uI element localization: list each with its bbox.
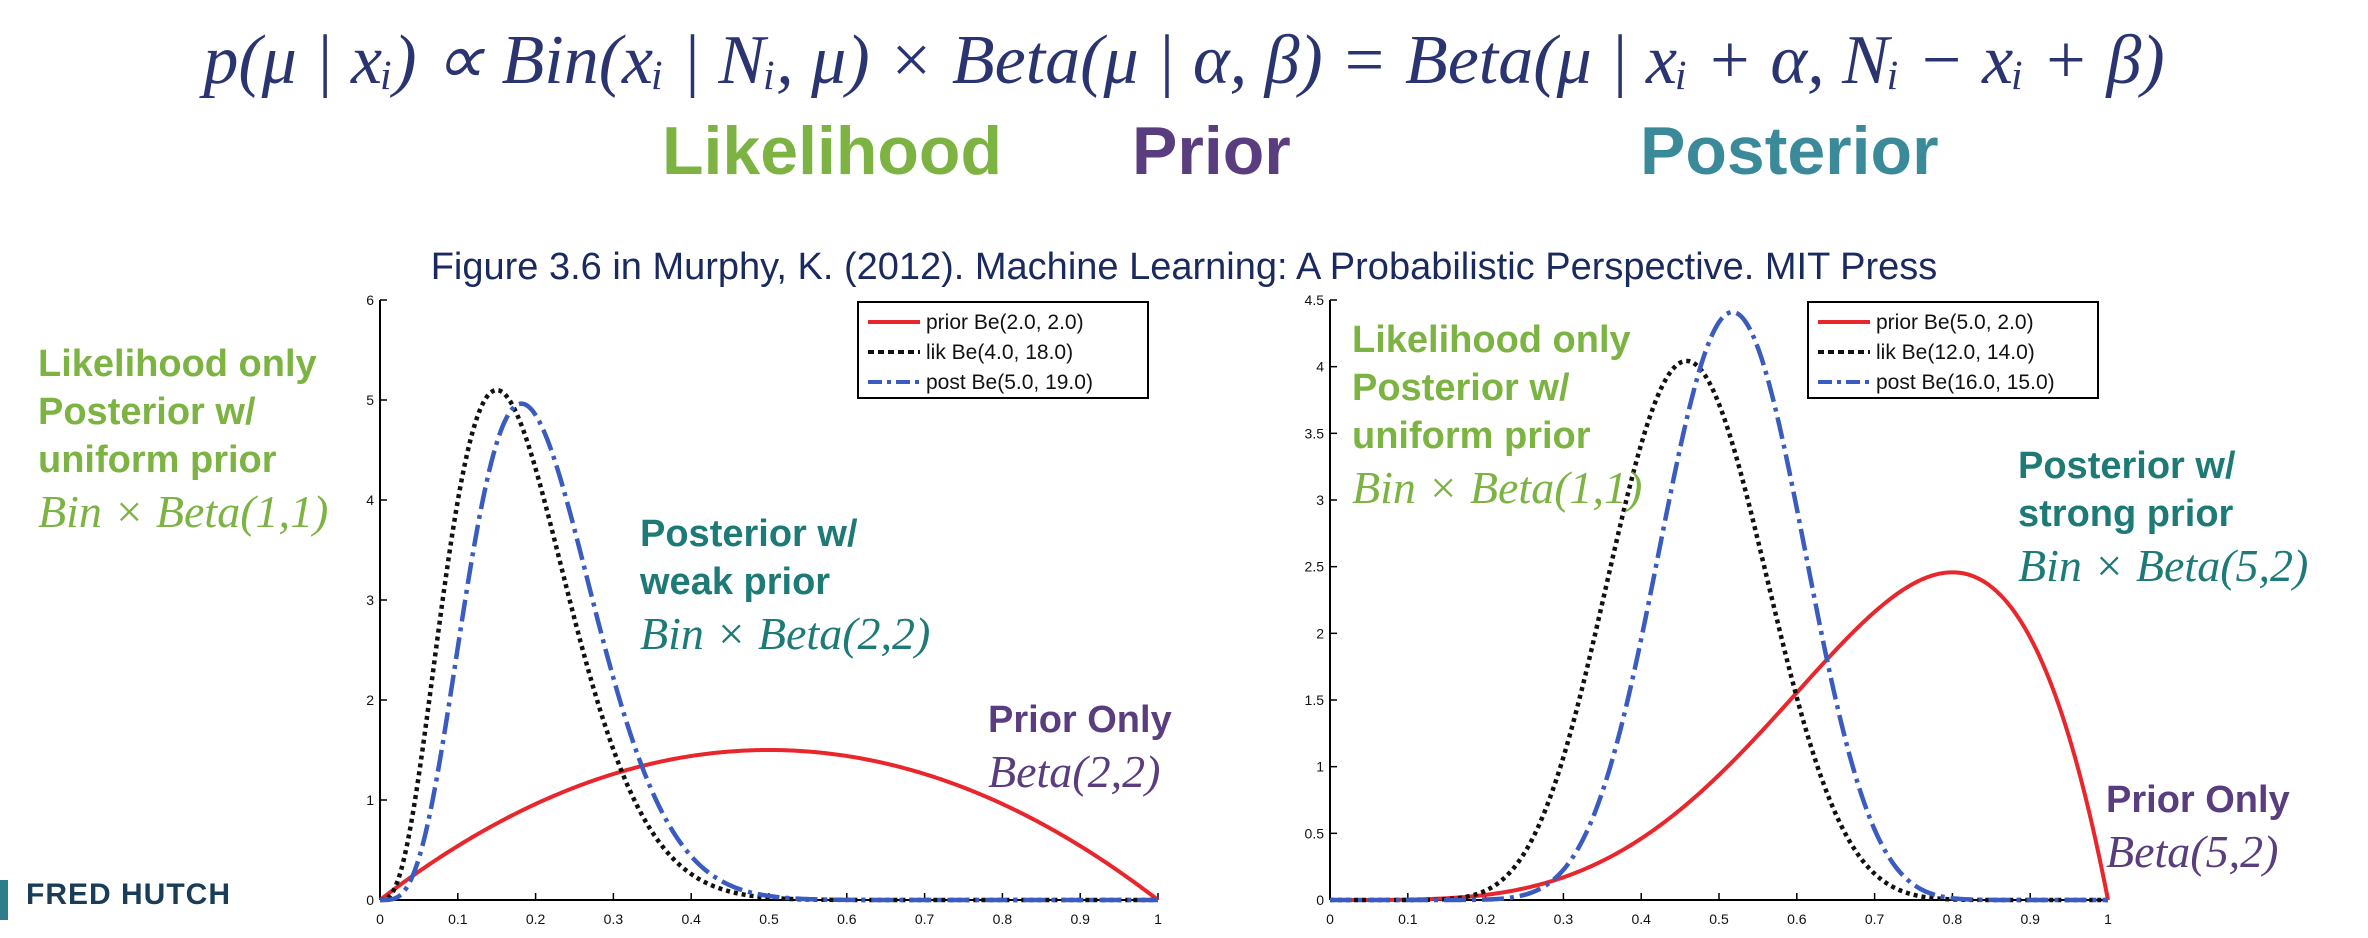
x-tick-label: 0.2 [1476,911,1496,927]
right-likelihood-title: Likelihood only [1352,319,1631,361]
series-line-prior [378,748,1160,902]
legend-entry: post Be(16.0, 15.0) [1876,371,2055,394]
x-tick-label: 0.1 [448,911,468,927]
left-prior-math: Beta(2,2) [988,746,1161,797]
fred-hutch-logo: FRED HUTCH [26,878,231,911]
legend-entry: post Be(5.0, 19.0) [926,371,1093,394]
bayes-equation: p(μ | xᵢ) ∝ Bin(xᵢ | Nᵢ, μ) × Beta(μ | α… [203,22,2165,99]
x-tick-label: 0.4 [681,911,701,927]
y-tick-label: 2 [366,692,374,708]
right-likelihood-annotation: Likelihood only Posterior w/ uniform pri… [1352,316,1642,516]
y-tick-label: 4 [366,492,374,508]
y-tick-label: 0.5 [1305,825,1325,841]
legend-entry: lik Be(12.0, 14.0) [1876,341,2035,364]
likelihood-label: Likelihood [662,113,1002,189]
right-posterior-title1: Posterior w/ [2018,445,2236,487]
right-likelihood-sub2: uniform prior [1352,415,1591,457]
y-tick-label: 1 [366,792,374,808]
x-tick-label: 0.6 [837,911,857,927]
x-tick-label: 0.3 [604,911,624,927]
prior-label: Prior [1132,113,1291,189]
right-posterior-annotation: Posterior w/ strong prior Bin × Beta(5,2… [2018,442,2308,594]
left-likelihood-sub1: Posterior w/ [38,391,256,433]
y-tick-label: 3 [1316,492,1324,508]
legend-entry: prior Be(5.0, 2.0) [1876,311,2034,334]
chart-weak-prior: 0 0.1 0.2 0.3 0.4 0.5 0.6 0.7 0.8 0.9 1 0 1 2 3 4 5 6 prio… [366,292,1162,927]
x-tick-label: 1 [2104,911,2112,927]
x-tick-label: 0.9 [2020,911,2040,927]
fred-hutch-logo-mark [0,880,8,920]
y-tick-label: 2.5 [1305,559,1325,575]
y-tick-label: 3.5 [1305,425,1325,441]
x-tick-label: 0 [376,911,384,927]
x-tick-label: 0.3 [1554,911,1574,927]
y-tick-label: 2 [1316,625,1324,641]
y-tick-label: 4 [1316,359,1324,375]
right-likelihood-sub1: Posterior w/ [1352,367,1570,409]
chart-strong-prior: 0 0.1 0.2 0.3 0.4 0.5 0.6 0.7 0.8 0.9 1 0 0.5 1 1.5 2 2.… [1305,292,2113,927]
x-tick-label: 0.7 [1865,911,1885,927]
left-posterior-math: Bin × Beta(2,2) [640,608,931,659]
x-tick-label: 0.5 [1709,911,1729,927]
legend-entry: prior Be(2.0, 2.0) [926,311,1084,334]
series-line-posterior [380,401,1158,903]
y-tick-label: 5 [366,392,374,408]
left-likelihood-title: Likelihood only [38,343,317,385]
x-tick-label: 1 [1154,911,1162,927]
x-tick-label: 0.8 [1943,911,1963,927]
x-tick-label: 0.5 [759,911,779,927]
series-line-posterior [1330,309,2108,903]
x-tick-label: 0.8 [993,911,1013,927]
y-tick-label: 1 [1316,759,1324,775]
right-prior-math: Beta(5,2) [2106,826,2279,877]
left-posterior-annotation: Posterior w/ weak prior Bin × Beta(2,2) [640,510,930,662]
x-tick-label: 0.4 [1631,911,1651,927]
right-prior-title: Prior Only [2106,779,2290,821]
left-prior-annotation: Prior Only Beta(2,2) [988,696,1172,800]
legend-entry: lik Be(4.0, 18.0) [926,341,1073,364]
left-likelihood-sub2: uniform prior [38,439,277,481]
figure-caption: Figure 3.6 in Murphy, K. (2012). Machine… [430,246,1938,288]
series-line-prior [1330,570,2110,902]
x-tick-label: 0.2 [526,911,546,927]
left-likelihood-math: Bin × Beta(1,1) [38,486,329,537]
right-posterior-math: Bin × Beta(5,2) [2018,540,2309,591]
x-tick-label: 0.9 [1070,911,1090,927]
y-tick-label: 4.5 [1305,292,1325,308]
left-posterior-title1: Posterior w/ [640,513,858,555]
x-tick-label: 0 [1326,911,1334,927]
y-tick-label: 0 [366,892,374,908]
x-tick-label: 0.6 [1787,911,1807,927]
y-tick-label: 0 [1316,892,1324,908]
x-tick-label: 0.7 [915,911,935,927]
y-tick-label: 6 [366,292,374,308]
right-posterior-title2: strong prior [2018,493,2234,535]
right-likelihood-math: Bin × Beta(1,1) [1352,462,1643,513]
right-prior-annotation: Prior Only Beta(5,2) [2106,776,2290,880]
left-likelihood-annotation: Likelihood only Posterior w/ uniform pri… [38,340,328,540]
x-tick-label: 0.1 [1398,911,1418,927]
left-prior-title: Prior Only [988,699,1172,741]
y-tick-label: 3 [366,592,374,608]
posterior-label: Posterior [1640,113,1939,189]
y-tick-label: 1.5 [1305,692,1325,708]
equation-term-labels: Likelihood Prior Posterior [0,112,2368,202]
left-posterior-title2: weak prior [640,561,831,603]
